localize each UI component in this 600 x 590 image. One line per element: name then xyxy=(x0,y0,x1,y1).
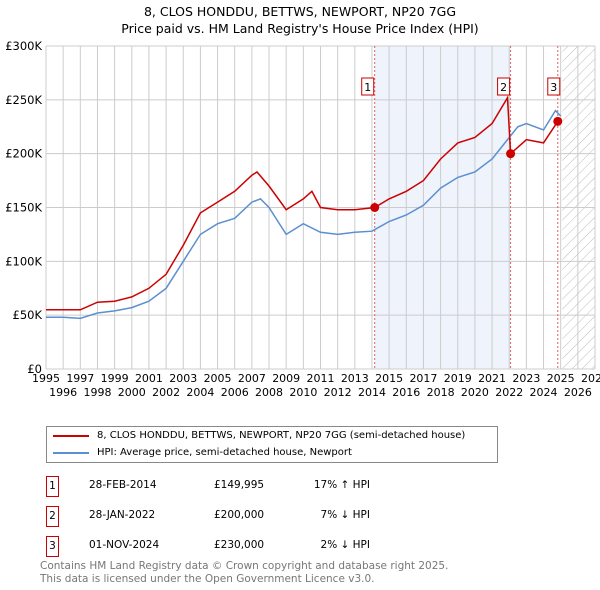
x-tick-label: 2015 xyxy=(375,372,403,385)
x-tick-label: 2010 xyxy=(289,386,317,399)
sale-row: 2 28-JAN-2022 £200,000 7% ↓ HPI xyxy=(46,506,546,527)
sale-label-box xyxy=(547,77,561,96)
x-tick-label: 1997 xyxy=(66,372,94,385)
x-tick-label: 2023 xyxy=(512,372,540,385)
x-tick-label: 2016 xyxy=(392,386,420,399)
x-tick-label: 2025 xyxy=(547,372,575,385)
x-tick-label: 2011 xyxy=(307,372,335,385)
y-tick-label: £0 xyxy=(27,362,42,376)
legend-swatch-blue xyxy=(53,451,89,454)
sale-number: 2 xyxy=(46,506,59,527)
sale-hpi-diff: 7% ↓ HPI xyxy=(320,509,370,521)
legend-item-hpi: HPI: Average price, semi-detached house,… xyxy=(53,447,352,458)
x-tick-label: 2017 xyxy=(409,372,437,385)
sale-label-box xyxy=(497,77,511,96)
legend-item-property: 8, CLOS HONDDU, BETTWS, NEWPORT, NP20 7G… xyxy=(53,430,465,441)
sale-hpi-diff: 17% ↑ HPI xyxy=(313,479,370,491)
x-tick-label: 2007 xyxy=(238,372,266,385)
x-tick-label: 2003 xyxy=(169,372,197,385)
legend-swatch-red xyxy=(53,434,89,437)
x-tick-label: 1999 xyxy=(101,372,129,385)
chart-plot: 1995199619971998199920002001200220032004… xyxy=(5,39,600,399)
sale-label-box xyxy=(361,77,375,96)
legend-label: HPI: Average price, semi-detached house,… xyxy=(97,447,352,458)
footer-line: Contains HM Land Registry data © Crown c… xyxy=(40,560,449,572)
chart-title: 8, CLOS HONDDU, BETTWS, NEWPORT, NP20 7G… xyxy=(143,4,457,19)
y-tick-label: £50K xyxy=(13,308,43,322)
x-tick-label: 2004 xyxy=(186,386,214,399)
y-tick-label: £300K xyxy=(5,39,42,53)
x-tick-label: 1998 xyxy=(83,386,111,399)
legend-label: 8, CLOS HONDDU, BETTWS, NEWPORT, NP20 7G… xyxy=(97,430,466,441)
property-price-line xyxy=(46,95,559,311)
sale-price: £149,995 xyxy=(214,479,265,491)
sale-label: 1 xyxy=(364,81,371,94)
x-tick-label: 2012 xyxy=(324,386,352,399)
chart-subtitle: Price paid vs. HM Land Registry's House … xyxy=(121,21,479,36)
sale-label: 2 xyxy=(500,81,507,94)
sale-point xyxy=(506,149,516,159)
x-tick-label: 2021 xyxy=(478,372,506,385)
sale-date: 28-JAN-2022 xyxy=(89,509,156,521)
x-tick-label: 2024 xyxy=(530,386,558,399)
x-tick-label: 2005 xyxy=(204,372,232,385)
sale-date: 01-NOV-2024 xyxy=(89,539,160,551)
y-tick-label: £100K xyxy=(5,254,42,268)
x-tick-label: 2018 xyxy=(427,386,455,399)
y-tick-label: £250K xyxy=(5,93,42,107)
x-tick-label: 2009 xyxy=(272,372,300,385)
sale-price: £200,000 xyxy=(214,509,265,521)
x-tick-label: 2000 xyxy=(118,386,146,399)
footer-line: This data is licensed under the Open Gov… xyxy=(40,573,375,585)
x-tick-label: 2027 xyxy=(581,372,600,385)
y-tick-label: £150K xyxy=(5,201,42,215)
y-tick-label: £200K xyxy=(5,147,42,161)
sale-price: £230,000 xyxy=(214,539,265,551)
x-tick-label: 2013 xyxy=(341,372,369,385)
sale-hpi-diff: 2% ↓ HPI xyxy=(320,539,370,551)
sale-row: 3 01-NOV-2024 £230,000 2% ↓ HPI xyxy=(46,536,546,557)
legend: 8, CLOS HONDDU, BETTWS, NEWPORT, NP20 7G… xyxy=(46,426,498,463)
sale-label: 3 xyxy=(550,81,557,94)
x-tick-label: 2014 xyxy=(358,386,386,399)
footer: Contains HM Land Registry data © Crown c… xyxy=(40,560,448,586)
x-tick-label: 2019 xyxy=(444,372,472,385)
sale-number: 3 xyxy=(46,536,59,557)
sale-number: 1 xyxy=(46,476,59,497)
hpi-line xyxy=(46,109,562,320)
sale-point xyxy=(553,116,563,126)
x-tick-label: 2001 xyxy=(135,372,163,385)
x-tick-label: 2006 xyxy=(221,386,249,399)
x-tick-label: 1995 xyxy=(32,372,60,385)
x-tick-label: 2022 xyxy=(495,386,523,399)
x-tick-label: 1996 xyxy=(49,386,77,399)
sale-row: 1 28-FEB-2014 £149,995 17% ↑ HPI xyxy=(46,476,546,497)
x-tick-label: 2008 xyxy=(255,386,283,399)
sale-date: 28-FEB-2014 xyxy=(89,479,157,491)
x-tick-label: 2026 xyxy=(564,386,592,399)
sale-point xyxy=(370,203,380,213)
x-tick-label: 2002 xyxy=(152,386,180,399)
x-tick-label: 2020 xyxy=(461,386,489,399)
